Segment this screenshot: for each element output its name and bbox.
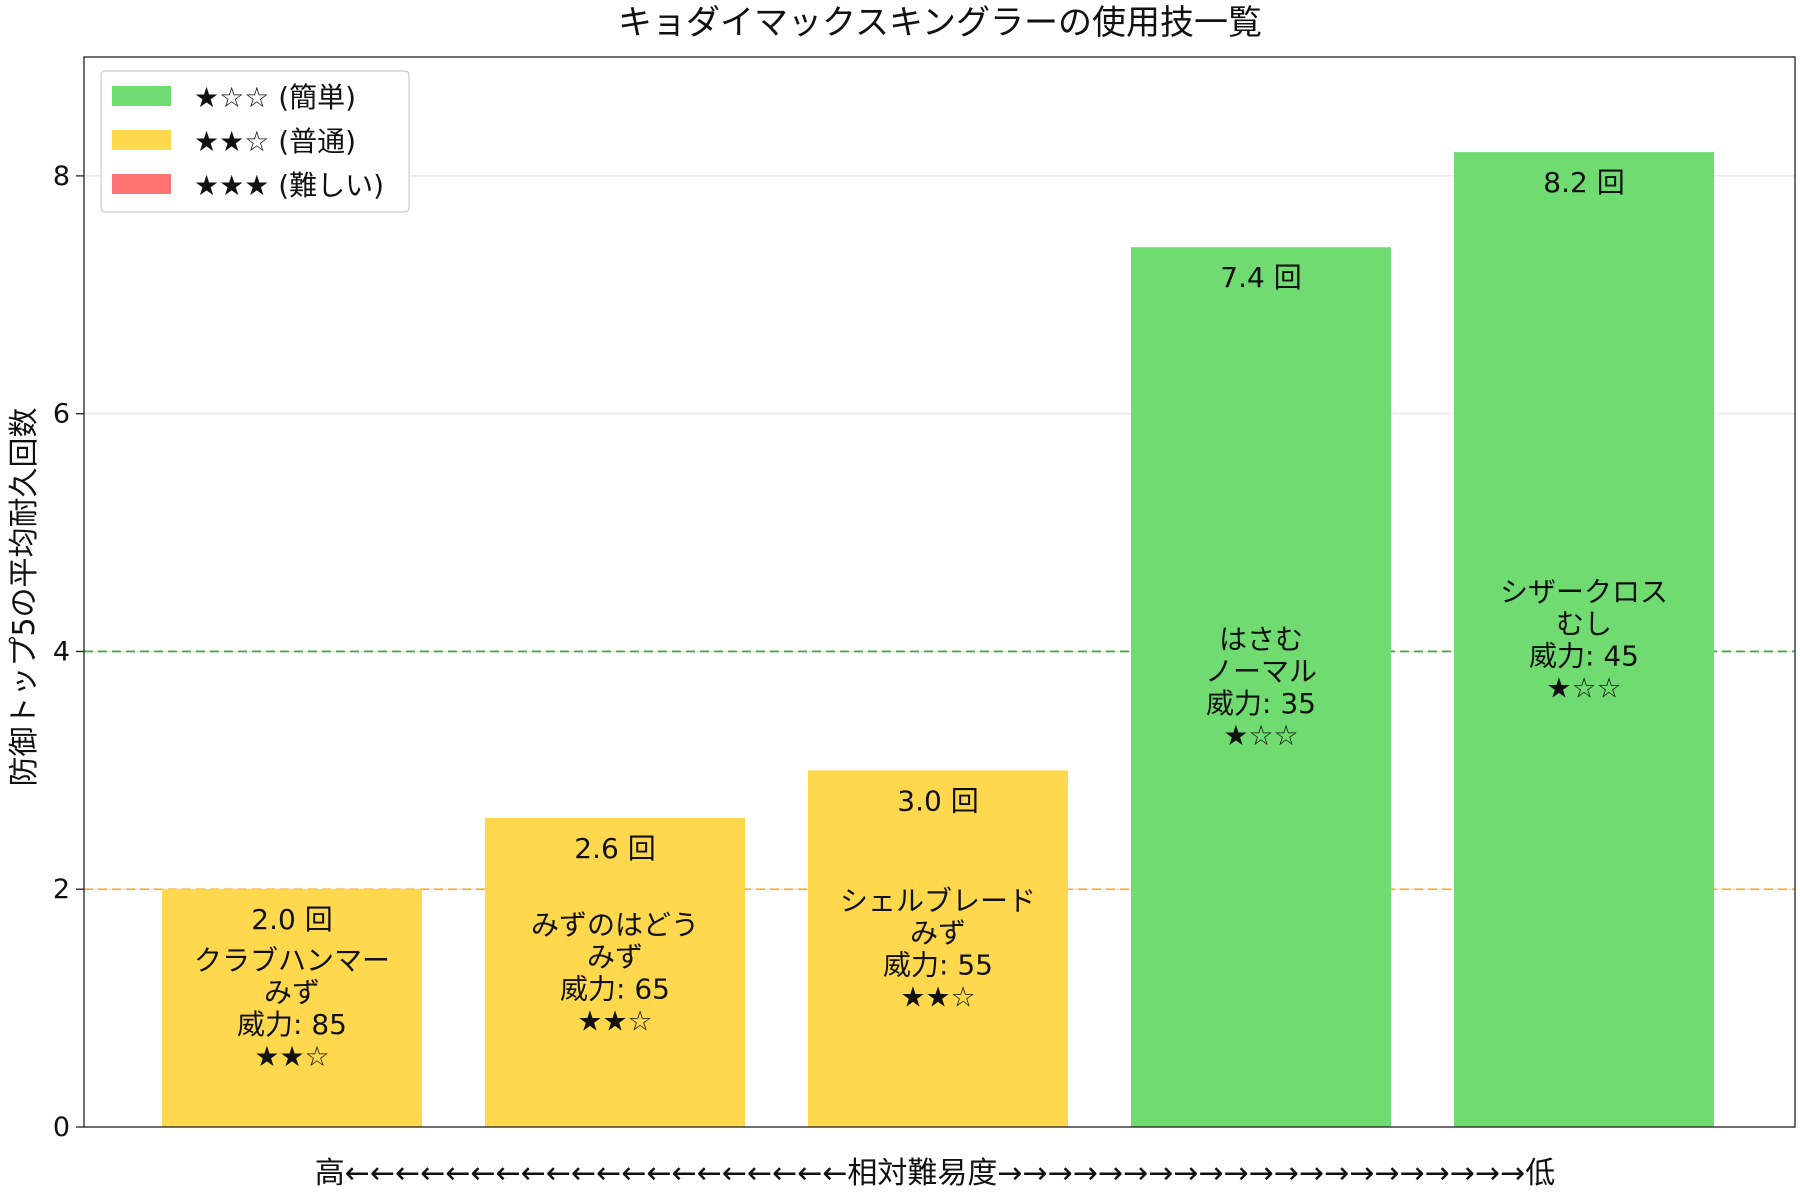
bar bbox=[162, 889, 422, 1127]
bar-difficulty-stars: ★★☆ bbox=[577, 1004, 652, 1037]
bar-difficulty-stars: ★★☆ bbox=[254, 1040, 329, 1073]
bar-move-type: むし bbox=[1556, 608, 1612, 641]
legend-swatch bbox=[112, 86, 171, 106]
legend-label: ★★★ (難しい) bbox=[194, 169, 384, 202]
legend-label: ★☆☆ (簡単) bbox=[194, 81, 356, 114]
bar-move-name: みずのはどう bbox=[531, 908, 699, 941]
bar-move-type: みず bbox=[587, 940, 643, 973]
bar-value-label: 7.4 回 bbox=[1220, 261, 1301, 294]
legend: ★☆☆ (簡単) ★★☆ (普通) ★★★ (難しい) bbox=[100, 70, 410, 213]
bar-difficulty-stars: ★☆☆ bbox=[1546, 672, 1621, 705]
bar-move-power: 威力: 35 bbox=[1206, 687, 1316, 720]
bar-move-type: ノーマル bbox=[1205, 655, 1317, 688]
y-tick-label: 2 bbox=[53, 874, 70, 905]
y-tick-label: 8 bbox=[53, 161, 70, 192]
bar-value-label: 3.0 回 bbox=[897, 784, 978, 817]
bar-value-label: 8.2 回 bbox=[1543, 166, 1624, 199]
y-tick-label: 4 bbox=[53, 636, 70, 667]
legend-frame bbox=[100, 70, 410, 213]
legend-items: ★☆☆ (簡単) ★★☆ (普通) ★★★ (難しい) bbox=[112, 81, 384, 202]
bar bbox=[485, 817, 745, 1127]
bar bbox=[1131, 247, 1391, 1127]
y-tick-label: 6 bbox=[53, 399, 70, 430]
legend-label: ★★☆ (普通) bbox=[194, 125, 356, 158]
legend-swatch bbox=[112, 130, 171, 150]
bar-difficulty-stars: ★☆☆ bbox=[1223, 719, 1298, 752]
bar-move-name: はさむ bbox=[1219, 623, 1303, 656]
y-axis-ticks: 0 2 4 6 8 bbox=[53, 161, 84, 1143]
bar-move-type: みず bbox=[264, 976, 320, 1009]
bar bbox=[808, 770, 1068, 1127]
legend-swatch bbox=[112, 174, 171, 194]
plot-frame bbox=[83, 56, 1796, 1128]
bar-move-name: クラブハンマー bbox=[194, 944, 390, 977]
bar-move-name: シェルブレード bbox=[840, 885, 1036, 918]
bar-value-label: 2.6 回 bbox=[574, 832, 655, 865]
bar-move-power: 威力: 55 bbox=[883, 949, 993, 982]
bar-move-power: 威力: 65 bbox=[560, 972, 670, 1005]
y-tick-label: 0 bbox=[53, 1112, 70, 1143]
chart-title: キョダイマックスキングラーの使用技一覧 bbox=[618, 3, 1262, 43]
bar bbox=[1454, 152, 1714, 1128]
bar-value-label: 2.0 回 bbox=[251, 903, 332, 936]
y-axis-label: 防御トップ5の平均耐久回数 bbox=[7, 407, 42, 786]
bar-difficulty-stars: ★★☆ bbox=[900, 981, 975, 1014]
bar-move-power: 威力: 45 bbox=[1529, 640, 1639, 673]
bar-move-power: 威力: 85 bbox=[237, 1008, 347, 1041]
bar-move-name: シザークロス bbox=[1500, 576, 1668, 609]
bar-move-type: みず bbox=[910, 917, 966, 950]
x-axis-label: 高←←←←←←←←←←←←←←←←←←←←相対難易度→→→→→→→→→→→→→→… bbox=[315, 1156, 1556, 1191]
